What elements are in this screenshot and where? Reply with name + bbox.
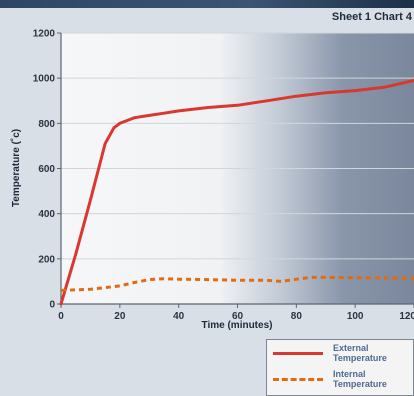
y-tick-label-1000: 1000: [33, 74, 56, 85]
x-tick-label-100: 100: [347, 311, 364, 322]
y-tick-label-1200: 1200: [33, 29, 56, 40]
series-lines: [59, 78, 414, 306]
x-tick-label-20: 20: [114, 311, 126, 322]
legend-swatch-external: [273, 352, 323, 355]
sheet-label: Sheet 1 Chart 4: [331, 11, 412, 23]
axes: [57, 32, 414, 308]
y-tick-label-800: 800: [38, 119, 55, 130]
x-tick-label-60: 60: [232, 311, 244, 322]
y-tick-label-0: 0: [49, 300, 55, 311]
y-tick-label-200: 200: [38, 254, 55, 265]
legend-label-external: External Temperature: [333, 343, 387, 363]
x-tick-label-0: 0: [58, 311, 64, 322]
x-tick-label-80: 80: [291, 311, 303, 322]
x-tick-label-40: 40: [173, 311, 185, 322]
y-tick-label-400: 400: [38, 209, 55, 220]
legend: External Temperature Internal Temperatur…: [266, 339, 414, 396]
x-axis-title: Time (minutes): [202, 320, 273, 331]
top-banner-strip: [0, 0, 414, 8]
x-tick-label-120: 120: [399, 311, 414, 322]
legend-label-internal: Internal Temperature: [333, 369, 387, 389]
y-axis-title: Temperature (˚c): [10, 129, 22, 207]
legend-swatch-internal: [273, 378, 323, 381]
tick-labels: 0 200 400 600 800 1000 1200 0 20 40 60 80 100 120: [33, 29, 414, 323]
y-tick-label-600: 600: [38, 164, 55, 175]
grid-lines: [61, 32, 414, 260]
series-line-external: [59, 78, 414, 306]
